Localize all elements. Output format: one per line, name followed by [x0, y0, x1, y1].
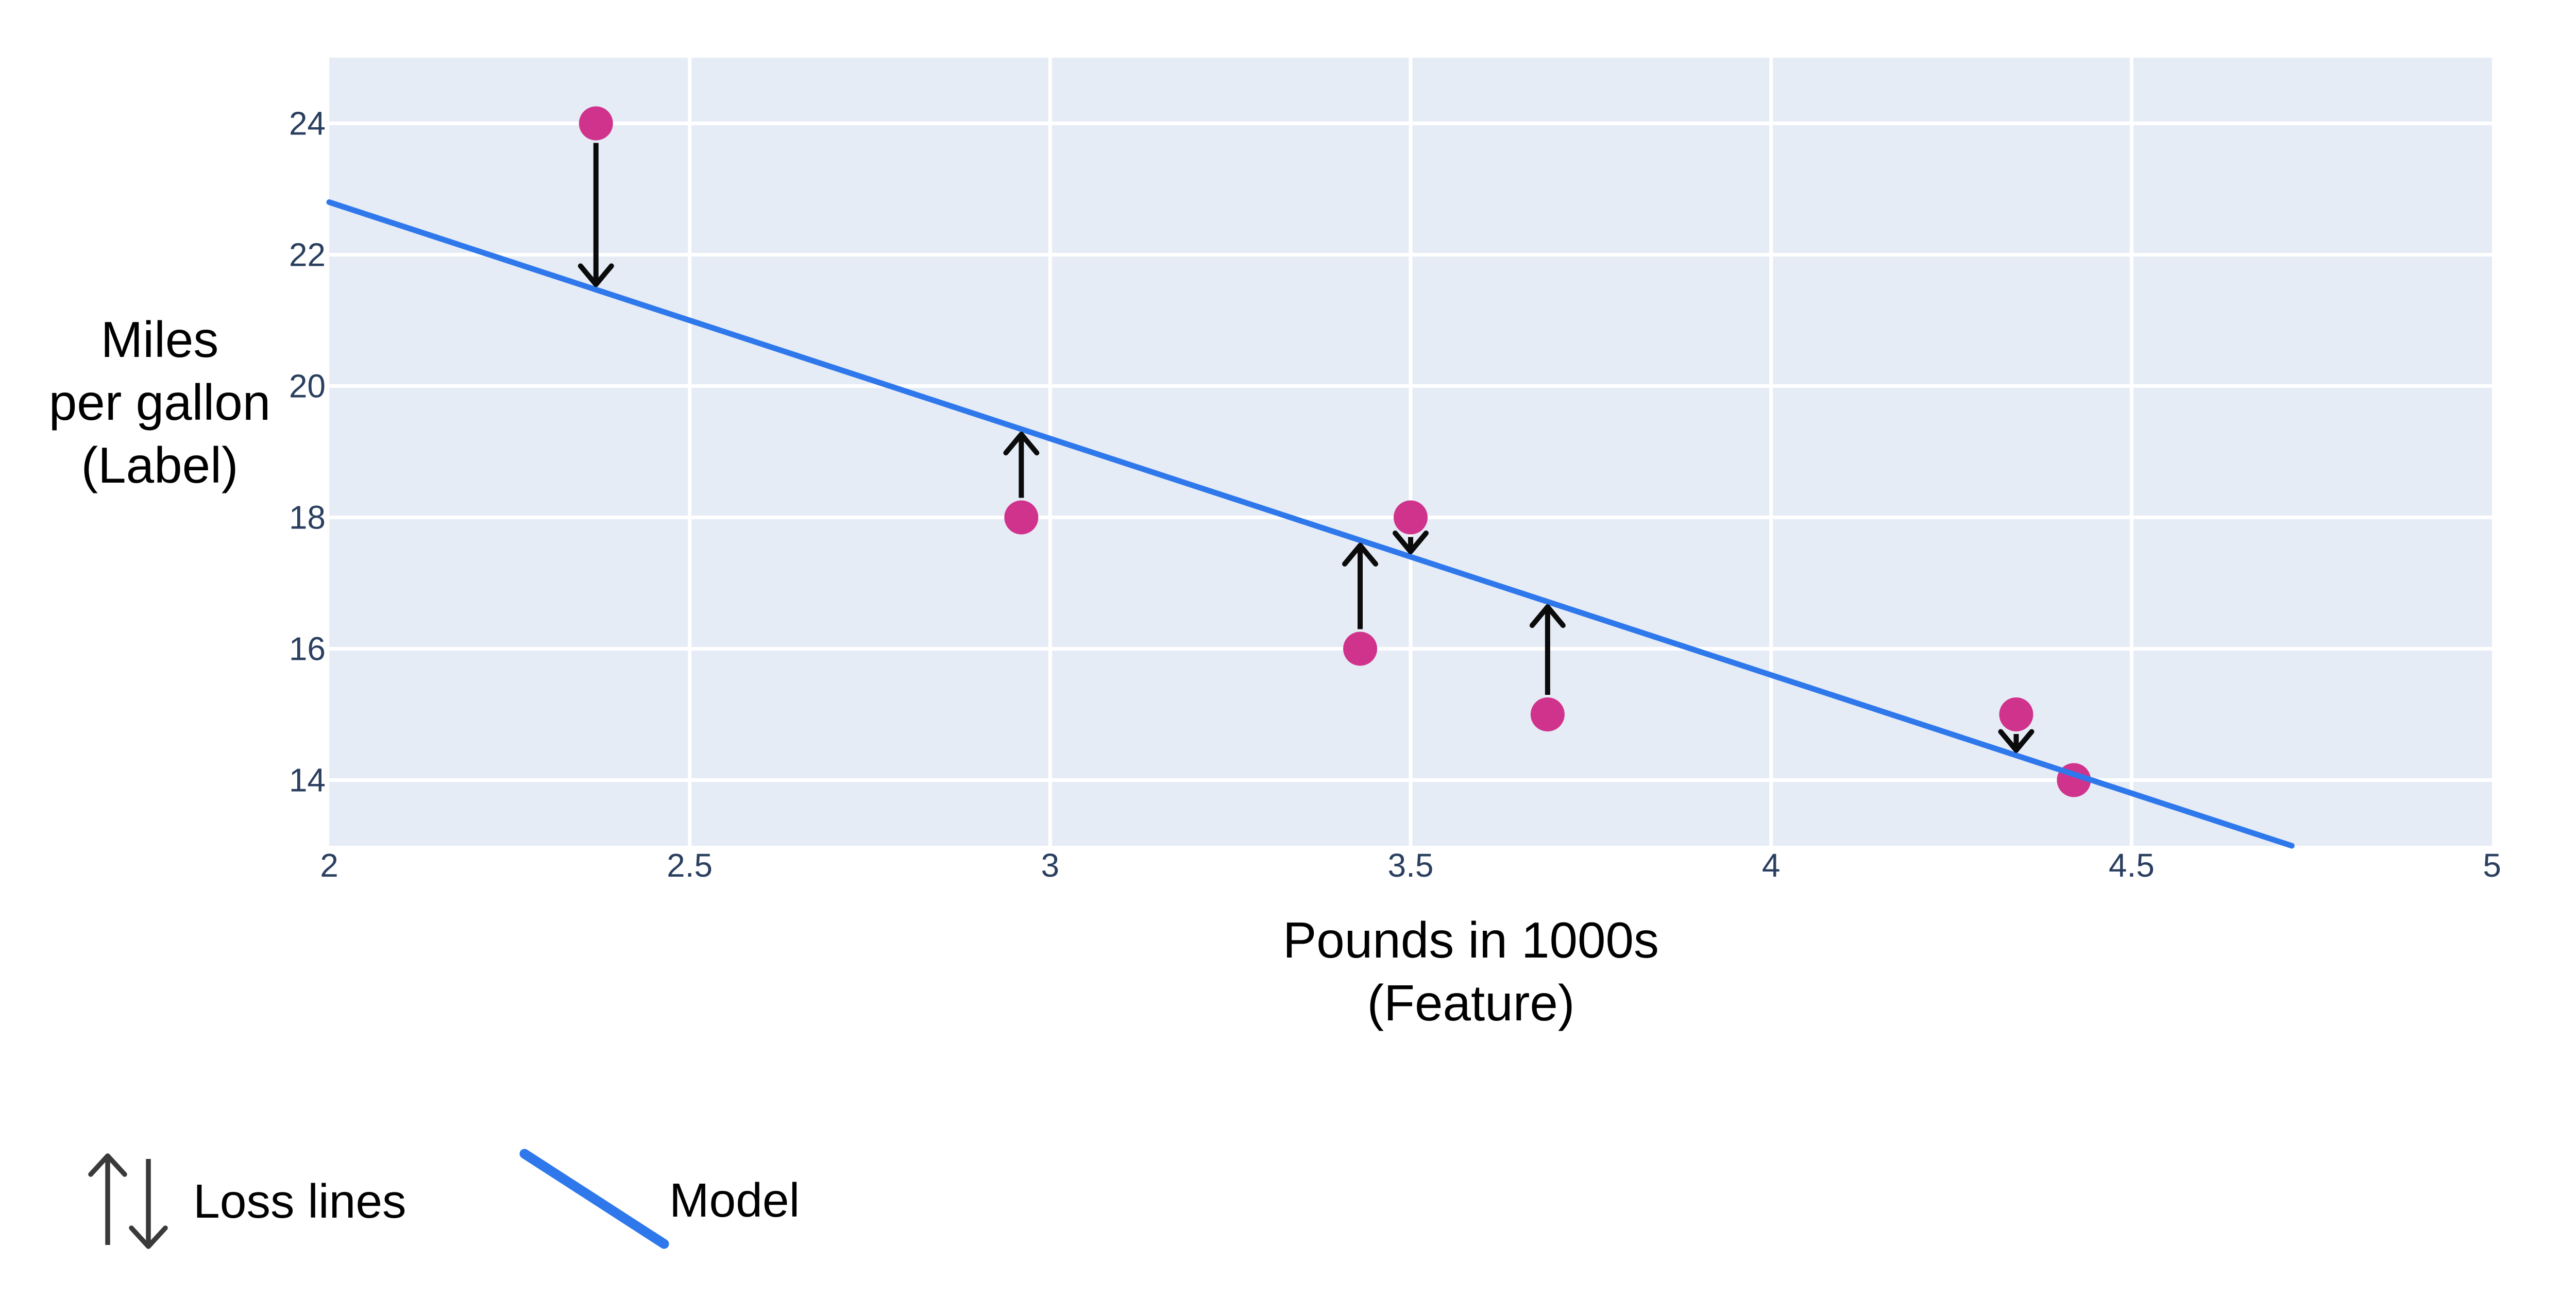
x-tick-label: 5 — [2483, 847, 2501, 884]
y-axis-title-line3: (Label) — [81, 437, 239, 493]
x-tick-label: 2.5 — [667, 847, 713, 884]
x-axis-title-line1: Pounds in 1000s — [1282, 912, 1659, 968]
y-tick-label: 24 — [289, 105, 326, 142]
y-tick-label: 20 — [289, 368, 326, 405]
y-axis-title-line2: per gallon — [48, 374, 271, 431]
data-point — [579, 106, 613, 141]
x-axis-title: Pounds in 1000s (Feature) — [1059, 909, 1883, 1034]
y-axis-title: Miles per gallon (Label) — [0, 308, 319, 497]
loss-arrow-down-head — [1998, 729, 2035, 753]
loss-arrow-up-head — [1342, 542, 1379, 567]
legend-model-line-icon — [519, 1149, 669, 1249]
loss-arrow-down-head — [578, 263, 614, 287]
x-tick-label: 4 — [1762, 847, 1781, 884]
data-point — [1999, 697, 2033, 731]
legend-loss-lines-label: Loss lines — [193, 1174, 406, 1228]
x-tick-label: 3 — [1041, 847, 1060, 884]
x-tick-label: 3.5 — [1388, 847, 1434, 884]
x-axis-title-line2: (Feature) — [1367, 975, 1575, 1031]
model-line — [326, 199, 2295, 849]
y-tick-label: 16 — [289, 630, 326, 668]
x-tick-label: 4.5 — [2109, 847, 2155, 884]
data-point — [1530, 697, 1565, 731]
y-tick-label: 14 — [289, 762, 326, 799]
loss-arrow-down-head — [1393, 531, 1429, 554]
legend-up-arrow-head-icon — [88, 1153, 127, 1177]
data-point — [1394, 500, 1428, 535]
y-axis-title-line1: Miles — [100, 311, 219, 368]
data-point — [1004, 500, 1039, 535]
y-tick-label: 18 — [289, 499, 326, 536]
y-tick-label: 22 — [289, 236, 326, 274]
loss-arrow-up-head — [1529, 604, 1566, 628]
legend-model-label: Model — [669, 1173, 800, 1227]
x-tick-label: 2 — [320, 847, 338, 884]
legend-down-arrow-head-icon — [129, 1225, 168, 1249]
data-point — [1343, 631, 1378, 666]
loss-arrow-up-head — [1003, 432, 1040, 456]
